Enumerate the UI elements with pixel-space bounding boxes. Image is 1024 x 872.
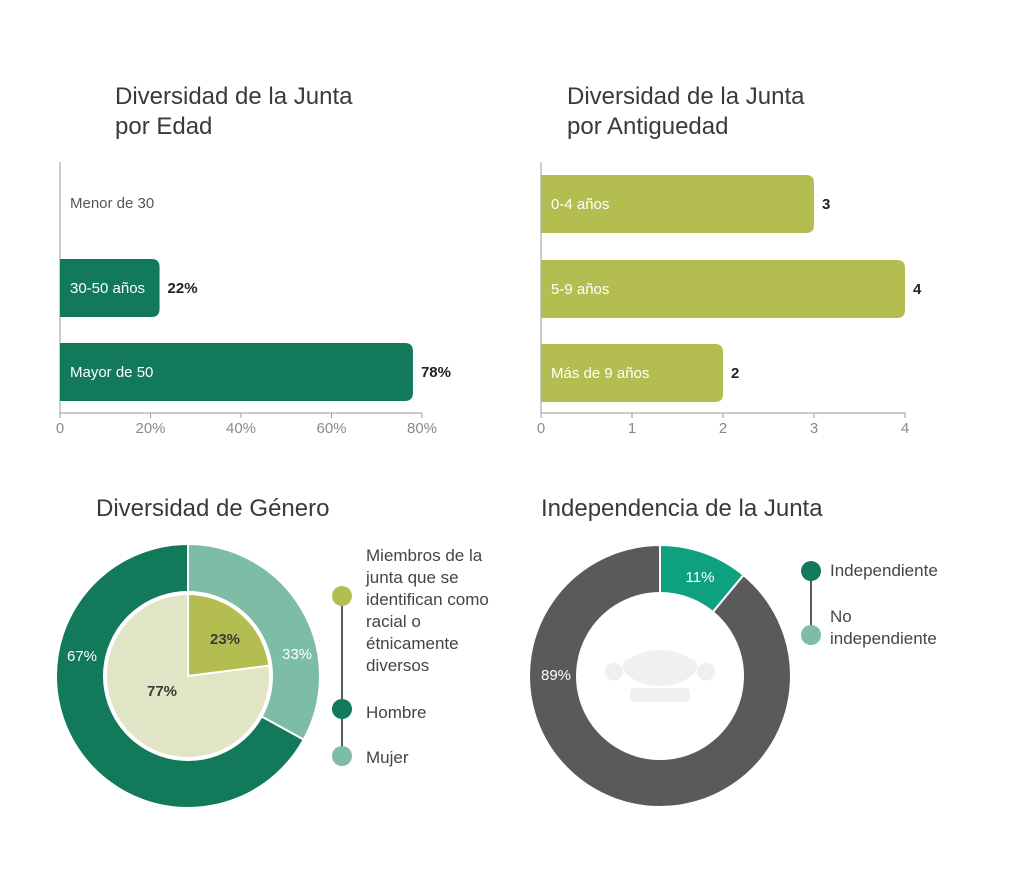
age-chart-title: Diversidad de la Junta por Edad bbox=[115, 82, 352, 142]
age-title-line1: Diversidad de la Junta bbox=[115, 83, 353, 110]
gender-outer-label: 67% bbox=[67, 648, 97, 665]
age-bar bbox=[60, 343, 413, 401]
tenure-bar bbox=[541, 344, 723, 402]
tenure-bar-chart: 0 1 2 3 4 0-4 años 3 5-9 años 4 Más de 9 años 2 bbox=[537, 162, 922, 437]
tenure-title-line2: por Antiguedad bbox=[567, 113, 729, 140]
not-independent-line-2: independiente bbox=[830, 629, 937, 648]
age-bar-chart: 0 20% 40% 60% 80% Menor de 30 30-50 años 22% May… bbox=[56, 162, 451, 437]
age-x-tick-label: 40% bbox=[226, 420, 256, 437]
diverse-line-4: racial o bbox=[366, 612, 421, 631]
independence-slice-label: 11% bbox=[686, 569, 715, 586]
tenure-category-label: 0-4 años bbox=[551, 196, 609, 213]
gender-inner-slice bbox=[105, 592, 271, 759]
tenure-value-label: 2 bbox=[731, 365, 739, 382]
tenure-x-tick-label: 4 bbox=[901, 420, 909, 437]
not-independent-line-1: No bbox=[830, 607, 852, 626]
tenure-x-tick-label: 0 bbox=[537, 420, 545, 437]
tenure-category-label: Más de 9 años bbox=[551, 365, 649, 382]
tenure-x-tick-label: 2 bbox=[719, 420, 727, 437]
legend-label-diverse: Miembros de la junta que se identifican … bbox=[366, 545, 489, 677]
watermark-chair bbox=[697, 662, 715, 681]
legend-dot-independent bbox=[801, 561, 821, 581]
watermark-chair bbox=[623, 658, 641, 676]
age-title-line2: por Edad bbox=[115, 113, 213, 140]
legend-dot-diverse bbox=[332, 586, 352, 606]
tenure-x-tick-label: 1 bbox=[628, 420, 636, 437]
age-bar bbox=[60, 259, 160, 317]
boardroom-watermark-icon bbox=[605, 650, 715, 702]
tenure-x-tick-label: 3 bbox=[810, 420, 818, 437]
gender-inner-label: 77% bbox=[147, 683, 177, 700]
tenure-title-line1: Diversidad de la Junta bbox=[567, 83, 805, 110]
tenure-category-label: 5-9 años bbox=[551, 281, 609, 298]
age-category-label: Menor de 30 bbox=[70, 195, 154, 212]
tenure-chart-title: Diversidad de la Junta por Antiguedad bbox=[567, 82, 804, 142]
tenure-bar bbox=[541, 260, 905, 318]
age-category-label: Mayor de 50 bbox=[70, 364, 153, 381]
legend-label-women: Mujer bbox=[366, 748, 409, 767]
tenure-bar bbox=[541, 175, 814, 233]
gender-legend-connector bbox=[341, 600, 343, 752]
watermark-chair bbox=[679, 658, 697, 676]
diverse-line-2: junta que se bbox=[366, 568, 459, 587]
gender-pie-chart: 33% 67% 23% 77% bbox=[54, 542, 321, 809]
age-value-label: 78% bbox=[421, 364, 451, 381]
age-x-tick-label: 0 bbox=[56, 420, 64, 437]
watermark-chair bbox=[605, 662, 623, 681]
tenure-value-label: 3 bbox=[822, 196, 830, 213]
age-x-tick-label: 20% bbox=[135, 420, 165, 437]
diverse-line-6: diversos bbox=[366, 656, 430, 675]
independence-chart-title: Independencia de la Junta bbox=[541, 495, 823, 522]
age-x-tick-label: 60% bbox=[316, 420, 346, 437]
age-x-tick-label: 80% bbox=[407, 420, 437, 437]
independence-slice-label: 89% bbox=[541, 667, 571, 684]
watermark-table bbox=[626, 650, 694, 686]
diverse-line-5: étnicamente bbox=[366, 634, 459, 653]
age-category-label: 30-50 años bbox=[70, 280, 145, 297]
gender-inner-slice bbox=[187, 592, 271, 678]
diverse-line-3: identifican como bbox=[366, 590, 489, 609]
legend-dot-not-independent bbox=[801, 625, 821, 645]
gender-outer-label: 33% bbox=[282, 646, 312, 663]
age-value-label: 22% bbox=[168, 280, 198, 297]
gender-inner-label: 23% bbox=[210, 631, 240, 648]
watermark-base bbox=[630, 688, 690, 702]
diverse-line-1: Miembros de la bbox=[366, 546, 483, 565]
legend-label-independent: Independiente bbox=[830, 561, 938, 580]
legend-dot-men bbox=[332, 699, 352, 719]
independence-legend-connector bbox=[810, 575, 812, 631]
legend-label-not-independent: No independiente bbox=[830, 606, 937, 650]
independence-slice bbox=[528, 543, 792, 808]
legend-dot-women bbox=[332, 746, 352, 766]
legend-label-men: Hombre bbox=[366, 703, 427, 722]
tenure-value-label: 4 bbox=[913, 281, 922, 298]
gender-chart-title: Diversidad de Género bbox=[96, 495, 330, 522]
